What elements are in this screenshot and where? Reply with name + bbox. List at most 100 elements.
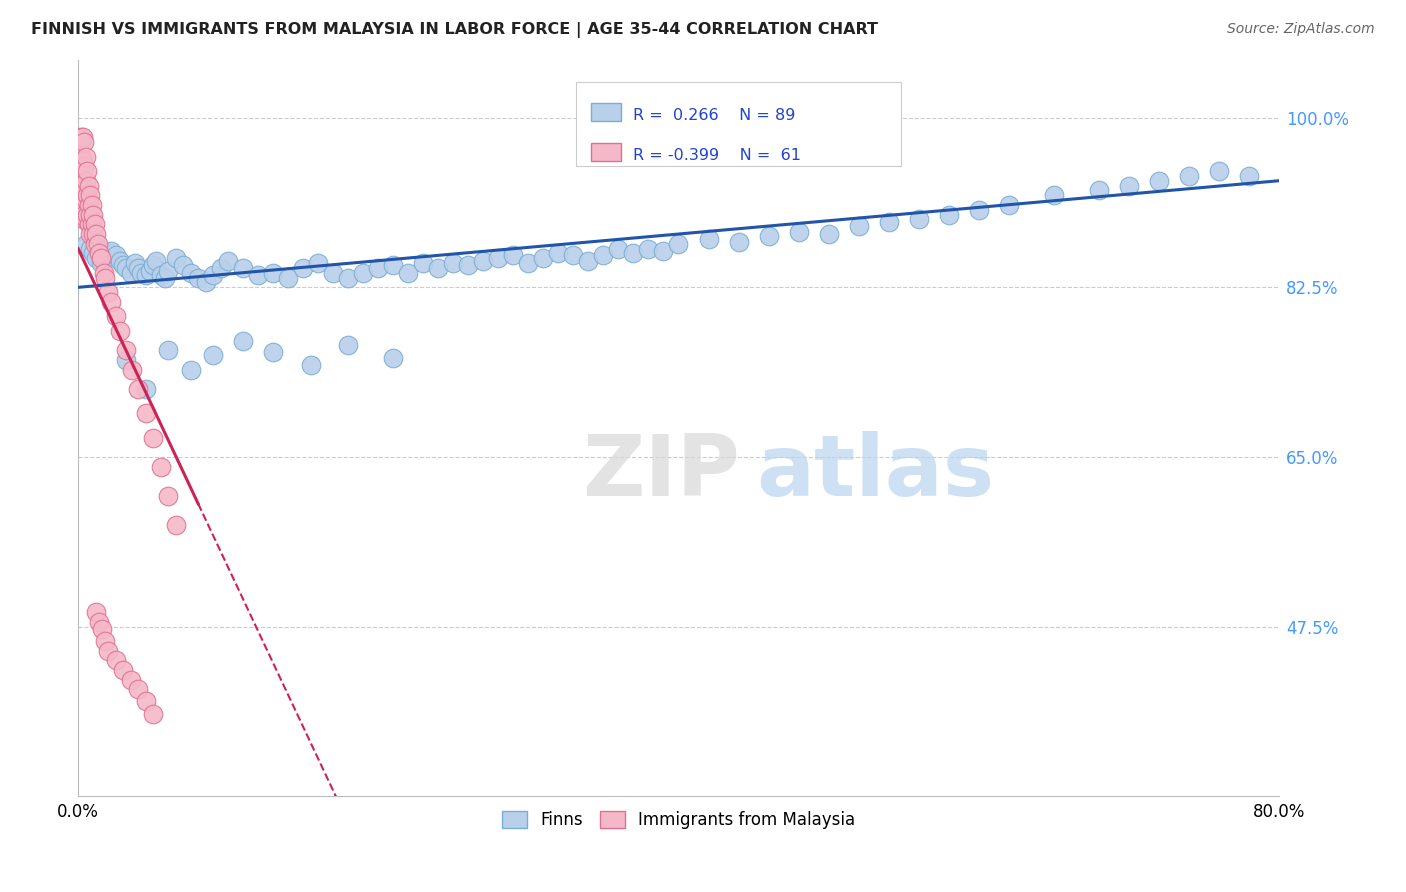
FancyBboxPatch shape [591, 103, 621, 121]
Point [91, 623, 114, 637]
Point [337, 338, 360, 352]
Text: R = -0.399    N =  61: R = -0.399 N = 61 [633, 148, 801, 162]
Point [217, 254, 239, 268]
Point [817, 227, 839, 241]
Point [79, 227, 101, 241]
Point [97, 246, 120, 260]
Point [652, 244, 675, 259]
Point [337, 270, 360, 285]
Point [73, 183, 96, 197]
Text: atlas: atlas [756, 431, 995, 514]
Point [209, 260, 232, 275]
Point [94, 270, 117, 285]
Point [202, 348, 225, 362]
Point [352, 266, 374, 280]
Point [157, 343, 180, 358]
Point [84, 227, 107, 241]
Point [75, 236, 97, 251]
Point [72, 178, 94, 193]
Point [1208, 164, 1230, 178]
Point [83, 218, 105, 232]
Point [100, 244, 122, 259]
Point [727, 235, 749, 249]
Point [187, 270, 209, 285]
Point [697, 232, 720, 246]
Point [94, 634, 117, 648]
Point [135, 268, 157, 282]
Point [104, 653, 127, 667]
Point [412, 256, 434, 270]
Point [70, 130, 93, 145]
Point [90, 256, 112, 270]
Point [149, 268, 172, 282]
Point [80, 198, 103, 212]
Point [262, 345, 284, 359]
Point [299, 358, 322, 372]
Point [120, 266, 142, 280]
Point [89, 615, 111, 629]
Point [277, 270, 299, 285]
Point [165, 517, 187, 532]
Point [1147, 174, 1170, 188]
Point [97, 644, 120, 658]
Point [90, 252, 112, 266]
Point [108, 254, 131, 268]
Point [180, 266, 202, 280]
Point [112, 663, 135, 677]
Point [104, 310, 127, 324]
Point [97, 285, 120, 300]
Text: Source: ZipAtlas.com: Source: ZipAtlas.com [1227, 22, 1375, 37]
Point [142, 431, 165, 445]
Point [104, 248, 127, 262]
Point [77, 198, 100, 212]
Point [247, 268, 270, 282]
Point [70, 169, 93, 183]
Point [80, 218, 103, 232]
Point [938, 208, 960, 222]
Point [73, 159, 96, 173]
Point [112, 258, 135, 272]
Point [145, 254, 167, 268]
Point [89, 246, 111, 260]
Point [115, 260, 138, 275]
Point [1042, 188, 1064, 202]
Text: FINNISH VS IMMIGRANTS FROM MALAYSIA IN LABOR FORCE | AGE 35-44 CORRELATION CHART: FINNISH VS IMMIGRANTS FROM MALAYSIA IN L… [31, 22, 877, 38]
Point [142, 706, 165, 721]
Point [623, 246, 645, 260]
Point [73, 208, 96, 222]
FancyBboxPatch shape [576, 82, 901, 167]
Point [396, 266, 419, 280]
Point [382, 351, 405, 365]
Point [194, 276, 217, 290]
Point [472, 254, 495, 268]
Point [180, 362, 202, 376]
Point [94, 252, 117, 266]
Point [637, 242, 659, 256]
Point [149, 459, 172, 474]
Point [322, 266, 344, 280]
Point [108, 324, 131, 338]
Point [84, 252, 107, 266]
Point [1087, 183, 1109, 197]
Point [153, 270, 176, 285]
Text: R =  0.266    N = 89: R = 0.266 N = 89 [633, 108, 796, 123]
Point [86, 236, 108, 251]
Point [79, 208, 101, 222]
Point [127, 260, 149, 275]
Point [124, 256, 146, 270]
Point [76, 188, 98, 202]
Point [79, 242, 101, 256]
Point [75, 193, 97, 207]
Point [547, 246, 569, 260]
Point [70, 188, 93, 202]
Point [307, 256, 329, 270]
Point [907, 212, 929, 227]
Point [93, 266, 115, 280]
Point [165, 252, 187, 266]
Point [75, 174, 97, 188]
Point [121, 362, 143, 376]
Point [1178, 169, 1201, 183]
Point [70, 149, 93, 163]
Point [292, 260, 315, 275]
Point [129, 266, 152, 280]
